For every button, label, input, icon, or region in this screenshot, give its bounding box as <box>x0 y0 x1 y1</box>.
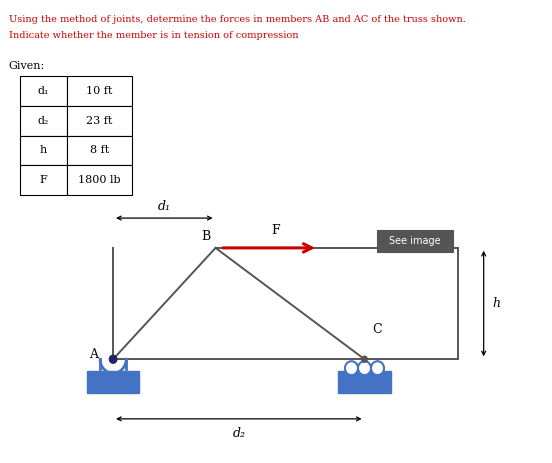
Circle shape <box>358 361 371 375</box>
Text: Using the method of joints, determine the forces in members AB and AC of the tru: Using the method of joints, determine th… <box>9 15 466 24</box>
Circle shape <box>362 356 367 362</box>
Text: d₂: d₂ <box>38 116 49 125</box>
Bar <box>20 76 67 106</box>
Circle shape <box>345 361 358 375</box>
Text: h: h <box>40 145 47 156</box>
Bar <box>20 165 67 195</box>
Bar <box>67 76 132 106</box>
Bar <box>20 106 67 136</box>
Text: d₁: d₁ <box>158 200 171 213</box>
Text: C: C <box>372 323 381 336</box>
Bar <box>338 371 391 393</box>
Bar <box>67 165 132 195</box>
Text: See image: See image <box>389 236 440 246</box>
Text: d₂: d₂ <box>232 427 245 440</box>
Text: 10 ft: 10 ft <box>86 86 113 96</box>
Text: 1800 lb: 1800 lb <box>78 175 120 185</box>
Bar <box>87 371 139 393</box>
Circle shape <box>109 355 117 363</box>
Text: F: F <box>39 175 47 185</box>
Text: h: h <box>493 297 501 310</box>
Text: 23 ft: 23 ft <box>86 116 113 125</box>
Text: A: A <box>89 348 98 361</box>
Text: Indicate whether the member is in tension of compression: Indicate whether the member is in tensio… <box>9 31 298 40</box>
Text: d₁: d₁ <box>38 86 49 96</box>
Bar <box>67 106 132 136</box>
Bar <box>67 136 132 165</box>
Bar <box>20 136 67 165</box>
Text: B: B <box>201 230 211 243</box>
Text: F: F <box>272 224 280 237</box>
Bar <box>376 230 453 252</box>
Text: Given:: Given: <box>9 61 45 71</box>
Text: 8 ft: 8 ft <box>89 145 109 156</box>
Circle shape <box>371 361 384 375</box>
